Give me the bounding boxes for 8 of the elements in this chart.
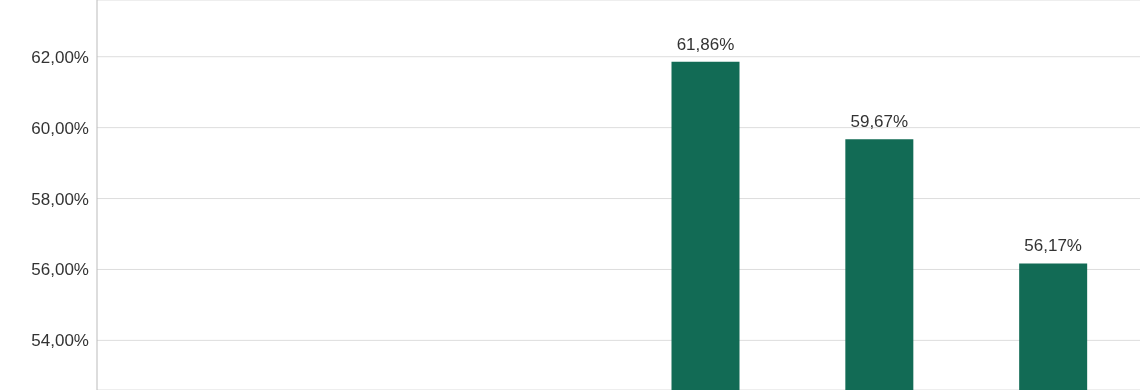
y-tick-label: 54,00% (31, 331, 89, 351)
data-label: 61,86% (676, 34, 735, 54)
data-label: 56,17% (1024, 236, 1082, 256)
y-tick-label: 60,00% (31, 118, 89, 138)
y-tick-label: 62,00% (31, 47, 89, 67)
y-tick-label: 56,00% (31, 260, 89, 280)
data-label: 59,67% (850, 112, 909, 132)
y-tick-label: 58,00% (31, 189, 89, 209)
